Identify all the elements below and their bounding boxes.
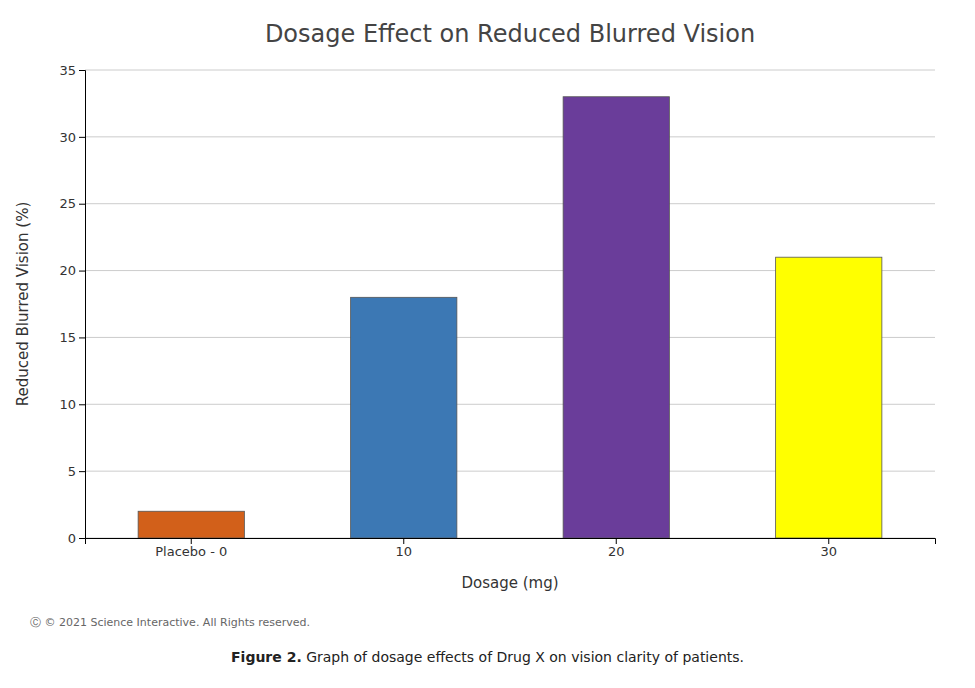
y-tick-label: 15 — [59, 330, 76, 345]
x-tick-label: 30 — [820, 544, 837, 559]
grid-line — [85, 203, 935, 204]
caption: Figure 2. Graph of dosage effects of Dru… — [231, 649, 744, 665]
y-tick-label: 10 — [59, 397, 76, 412]
y-tick-label: 20 — [59, 263, 76, 278]
title: Dosage Effect on Reduced Blurred Vision — [265, 20, 755, 48]
plot-area: Placebo - 0 10 20 30 0 5 10 15 20 25 30 35 — [59, 63, 935, 560]
y-tick-label: 35 — [59, 63, 76, 78]
y-tick: 5 — [68, 464, 85, 479]
x-axis-label: Dosage (mg) — [461, 574, 558, 592]
caption-bold: Figure 2. — [231, 649, 302, 665]
x-tick-mark — [191, 538, 192, 544]
y-tick-mark — [79, 538, 85, 539]
x-tick-label: 10 — [395, 544, 412, 559]
x-tick: 10 — [395, 538, 412, 559]
grid — [85, 70, 935, 538]
caption-text: Graph of dosage effects of Drug X on vis… — [302, 649, 744, 665]
y-tick: 20 — [59, 263, 85, 278]
y-tick-label: 0 — [68, 531, 76, 546]
y-tick: 15 — [59, 330, 85, 345]
x-tick: 20 — [608, 538, 625, 559]
x-tick-mark — [828, 538, 829, 544]
bar — [776, 257, 882, 538]
x-tick-label: Placebo - 0 — [155, 544, 227, 559]
bar — [351, 297, 457, 538]
x-tick-mark — [616, 538, 617, 544]
y-tick: 25 — [59, 196, 85, 211]
y-tick: 10 — [59, 397, 85, 412]
y-tick-label: 25 — [59, 196, 76, 211]
y-tick-mark — [79, 404, 85, 405]
y-tick: 30 — [59, 130, 85, 145]
y-tick-mark — [79, 70, 85, 71]
copyright: Ⓒ © 2021 Science Interactive. All Rights… — [30, 616, 310, 629]
x-axis: Placebo - 0 10 20 30 — [86, 538, 936, 559]
grid-line — [85, 136, 935, 137]
chart-container: Placebo - 0 10 20 30 0 5 10 15 20 25 30 35 Dosage Ef… — [0, 0, 975, 688]
x-tick: Placebo - 0 — [155, 538, 227, 559]
y-axis-line — [79, 71, 86, 539]
bars — [138, 97, 882, 538]
bar — [138, 511, 244, 538]
y-tick-mark — [79, 337, 85, 338]
y-tick-label: 30 — [59, 130, 76, 145]
y-tick: 0 — [68, 531, 85, 546]
chart-svg: Placebo - 0 10 20 30 0 5 10 15 20 25 30 35 Dosage Ef… — [0, 0, 975, 688]
x-tick-mark — [403, 538, 404, 544]
y-axis-label: Reduced Blurred Vision (%) — [14, 202, 32, 407]
y-tick-mark — [79, 137, 85, 138]
y-tick-mark — [79, 204, 85, 205]
x-tick: 30 — [820, 538, 837, 559]
y-tick-label: 5 — [68, 464, 76, 479]
x-axis-line — [86, 539, 936, 545]
x-tick-label: 20 — [608, 544, 625, 559]
grid-line — [85, 70, 935, 71]
y-axis: 0 5 10 15 20 25 30 35 — [59, 63, 85, 546]
y-tick-mark — [79, 271, 85, 272]
bar — [563, 97, 669, 538]
y-tick-mark — [79, 471, 85, 472]
y-tick: 35 — [59, 63, 85, 78]
